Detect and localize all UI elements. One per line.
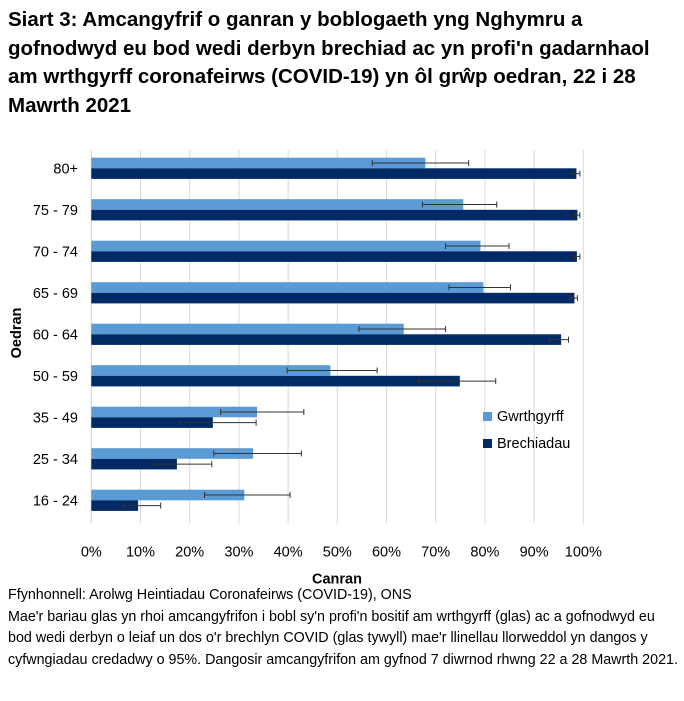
y-tick-label: 65 - 69 (33, 286, 78, 302)
bar-gwrthgyrff (91, 157, 426, 169)
bar-chart: 0% 10% 20% 30% 40% 50% 60% 70% 80% 90% 100% 80+ 75 -… (9, 150, 602, 586)
bar-brechiadau (91, 168, 577, 179)
bar-brechiadau (91, 458, 177, 470)
y-tick-label: 35 - 49 (33, 410, 78, 426)
y-tick-label: 25 - 34 (33, 452, 78, 468)
bar-gwrthgyrff (91, 448, 254, 459)
x-tick-label: 60% (372, 545, 401, 561)
bar-brechiadau (91, 334, 562, 345)
bar-brechiadau (91, 375, 460, 387)
x-tick-label: 70% (421, 545, 450, 561)
x-tick-label: 0% (81, 545, 102, 561)
x-axis-title: Canran (312, 572, 362, 586)
legend-label: Brechiadau (497, 436, 570, 452)
x-tick-label: 100% (565, 545, 602, 561)
x-tick-label: 80% (470, 545, 499, 561)
bar-gwrthgyrff (91, 240, 481, 252)
chart-title: Siart 3: Amcangyfrif o ganran y boblogae… (8, 8, 650, 118)
y-tick-label: 70 - 74 (33, 244, 78, 260)
x-tick-label: 90% (520, 545, 549, 561)
bar-gwrthgyrff (91, 406, 258, 418)
x-tick-label: 10% (126, 545, 155, 561)
note-text: Mae'r bariau glas yn rhoi amcangyfrifon … (8, 608, 678, 668)
bar-brechiadau (91, 292, 575, 304)
legend-swatch (483, 439, 492, 448)
legend-swatch (483, 412, 492, 421)
x-tick-label: 20% (175, 545, 204, 561)
bar-brechiadau (91, 417, 213, 428)
x-tick-label: 30% (224, 545, 253, 561)
source-text: Ffynhonnell: Arolwg Heintiadau Coronafei… (8, 587, 412, 603)
bar-brechiadau (91, 209, 578, 221)
bar-gwrthgyrff (91, 489, 245, 501)
bar-gwrthgyrff (91, 365, 331, 376)
x-tick-label: 50% (323, 545, 352, 561)
y-tick-label: 60 - 64 (33, 327, 78, 343)
bar-gwrthgyrff (91, 199, 464, 210)
bar-brechiadau (91, 251, 577, 262)
x-tick-label: 40% (274, 545, 303, 561)
bar-gwrthgyrff (91, 323, 404, 335)
y-axis-title: Oedran (9, 308, 25, 359)
bar-brechiadau (91, 500, 139, 511)
y-tick-label: 16 - 24 (33, 493, 78, 509)
y-tick-label: 80+ (53, 161, 78, 177)
legend-label: Gwrthgyrff (497, 409, 565, 425)
y-tick-label: 50 - 59 (33, 369, 78, 385)
y-tick-label: 75 - 79 (33, 203, 78, 219)
bar-gwrthgyrff (91, 282, 484, 293)
footer: Ffynhonnell: Arolwg Heintiadau Coronafei… (8, 585, 680, 671)
